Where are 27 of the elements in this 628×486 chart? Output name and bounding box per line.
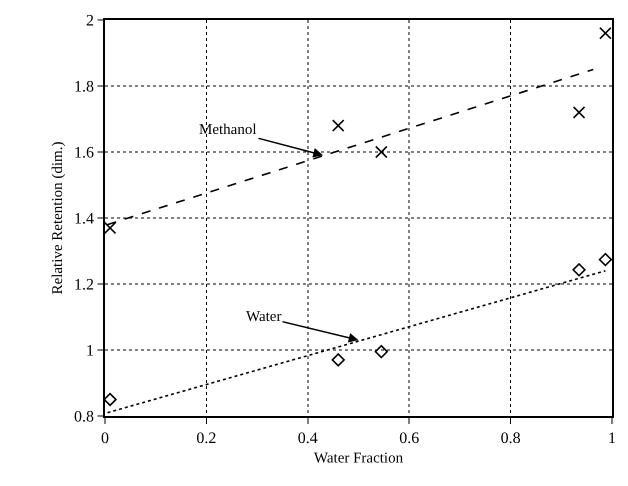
point <box>598 252 612 266</box>
y-tick-label: 2 <box>86 12 94 30</box>
x-tick-label: 0.8 <box>500 430 521 447</box>
y-tick-label: 1.8 <box>74 78 94 96</box>
y-tick-label: 1.2 <box>74 276 94 294</box>
point <box>105 222 116 234</box>
point <box>332 353 345 367</box>
y-tick-label: 1.4 <box>74 210 94 228</box>
x-axis-title: Water Fraction <box>314 450 404 466</box>
point <box>599 26 612 40</box>
y-axis-title: Relative Retention (dim.) <box>50 142 66 294</box>
annotation: Water <box>246 309 282 325</box>
y-tick-label: 1 <box>86 342 94 360</box>
y-tick-label: 1.6 <box>74 144 94 162</box>
annotation: Methanol <box>199 122 256 138</box>
point <box>105 392 117 406</box>
point <box>572 263 586 276</box>
point <box>572 106 586 119</box>
x-tick-label: 0.4 <box>298 430 318 447</box>
x-tick-label: 1 <box>608 430 616 447</box>
point <box>374 345 388 358</box>
x-tick-label: 0.2 <box>196 430 216 447</box>
point <box>375 146 388 158</box>
x-tick-label: 0.6 <box>399 430 420 447</box>
point <box>332 119 345 132</box>
x-tick-label: 0 <box>101 430 109 447</box>
y-tick-label: 0.8 <box>74 408 94 426</box>
